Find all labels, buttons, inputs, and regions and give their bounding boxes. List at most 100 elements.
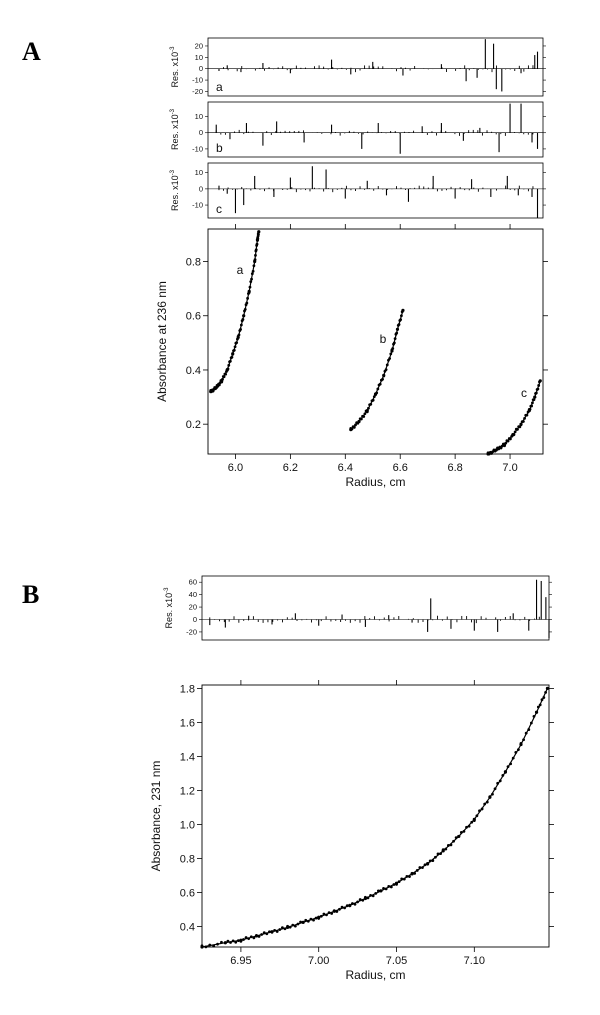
- data-point: [390, 349, 394, 353]
- data-point: [410, 872, 414, 876]
- data-point: [531, 401, 534, 405]
- data-point: [509, 437, 512, 441]
- data-point: [421, 866, 424, 870]
- x-tick-label: 6.0: [228, 462, 243, 474]
- data-point: [234, 940, 238, 944]
- data-point: [247, 289, 251, 293]
- data-point: [239, 327, 242, 331]
- residual-ytick-label: 0: [193, 615, 197, 624]
- x-tick-label: 7.00: [308, 955, 329, 967]
- y-tick-label: 1.8: [180, 683, 195, 695]
- y-axis-label: Absorbance, 231 nm: [149, 761, 163, 872]
- data-point: [236, 939, 240, 943]
- data-point: [423, 863, 427, 867]
- data-point: [472, 817, 476, 822]
- data-point: [361, 898, 365, 902]
- residual-frame: [207, 162, 544, 219]
- data-point: [389, 352, 393, 356]
- residual-panel-label: c: [216, 202, 222, 216]
- data-point: [525, 413, 529, 417]
- data-point: [542, 696, 546, 699]
- data-point: [366, 896, 370, 900]
- data-point: [527, 409, 531, 413]
- data-point: [262, 931, 266, 935]
- data-point: [278, 928, 282, 931]
- data-point: [251, 269, 255, 273]
- x-axis-label: Radius, cm: [345, 475, 405, 489]
- data-point: [395, 331, 399, 335]
- data-point: [381, 377, 384, 381]
- data-point: [501, 774, 505, 777]
- data-point: [418, 866, 422, 869]
- data-point: [498, 779, 502, 783]
- residual-panel-B-0: 60 40 20 0 -20 Res. x10-3: [164, 575, 552, 641]
- data-point: [223, 941, 227, 945]
- data-point: [405, 874, 409, 878]
- data-point: [533, 395, 537, 399]
- data-point: [467, 824, 471, 828]
- data-point: [214, 385, 218, 390]
- residual-ylabel: Res. x10-3: [164, 587, 174, 629]
- data-point: [371, 894, 375, 898]
- data-point: [225, 368, 229, 372]
- x-tick-label: 7.0: [502, 462, 517, 474]
- data-point: [519, 422, 523, 426]
- y-tick-label: 0.4: [180, 922, 195, 934]
- data-point: [208, 943, 212, 947]
- residual-ytick-label: -10: [192, 201, 203, 210]
- residual-panel-label: b: [216, 141, 223, 155]
- data-point: [385, 363, 389, 367]
- residual-ytick-label: 20: [189, 603, 197, 612]
- data-point: [222, 375, 226, 379]
- residual-ytick-label: 60: [189, 578, 197, 587]
- data-point: [426, 862, 430, 866]
- residual-ylabel: Res. x10-3: [170, 169, 180, 211]
- x-tick-label: 7.05: [386, 955, 407, 967]
- data-point: [299, 920, 302, 924]
- data-point: [446, 844, 450, 847]
- data-point: [534, 391, 538, 395]
- curve-label: c: [521, 386, 527, 400]
- main-plot-B: 6.95 7.00 7.05 7.10 0.4 0.6 0.8 1.0 1.2 1.4 1.6 1.8…: [149, 680, 554, 982]
- data-point: [518, 425, 522, 429]
- y-tick-label: 1.4: [180, 751, 195, 763]
- data-point: [241, 318, 245, 321]
- data-point: [521, 420, 525, 423]
- y-tick-label: 0.8: [186, 257, 201, 269]
- data-point: [413, 871, 417, 875]
- data-point: [332, 909, 336, 913]
- data-point: [228, 359, 232, 363]
- residual-ytick-label: 10: [195, 53, 203, 62]
- data-point: [545, 686, 550, 691]
- data-point: [373, 392, 378, 396]
- data-point: [319, 914, 323, 918]
- data-point: [358, 898, 362, 901]
- fit-curve: [487, 380, 541, 455]
- data-point: [363, 412, 367, 416]
- data-point: [252, 936, 256, 940]
- data-point: [301, 920, 305, 924]
- data-point: [257, 230, 261, 234]
- data-point: [239, 938, 243, 942]
- data-point: [253, 259, 257, 264]
- data-point: [434, 855, 437, 859]
- data-point: [372, 395, 376, 399]
- data-point: [395, 327, 400, 331]
- data-point: [254, 253, 257, 257]
- data-point: [343, 906, 347, 910]
- data-point: [330, 912, 334, 915]
- data-point: [249, 935, 253, 939]
- residual-frame: [207, 37, 544, 97]
- data-point: [509, 762, 513, 766]
- residual-panel-A-1: 10 0 -10 Res. x10-3 b: [170, 101, 546, 158]
- data-point: [245, 301, 249, 305]
- data-point: [536, 705, 540, 709]
- data-point: [532, 398, 536, 402]
- data-point: [254, 248, 258, 252]
- data-point: [514, 751, 518, 754]
- residual-ylabel: Res. x10-3: [170, 46, 180, 88]
- data-point: [357, 419, 361, 424]
- x-tick-label: 6.6: [393, 462, 408, 474]
- data-point: [270, 930, 274, 934]
- residual-panel-A-0: 20 10 0 -10 -20 Res. x10-3 a: [170, 37, 546, 97]
